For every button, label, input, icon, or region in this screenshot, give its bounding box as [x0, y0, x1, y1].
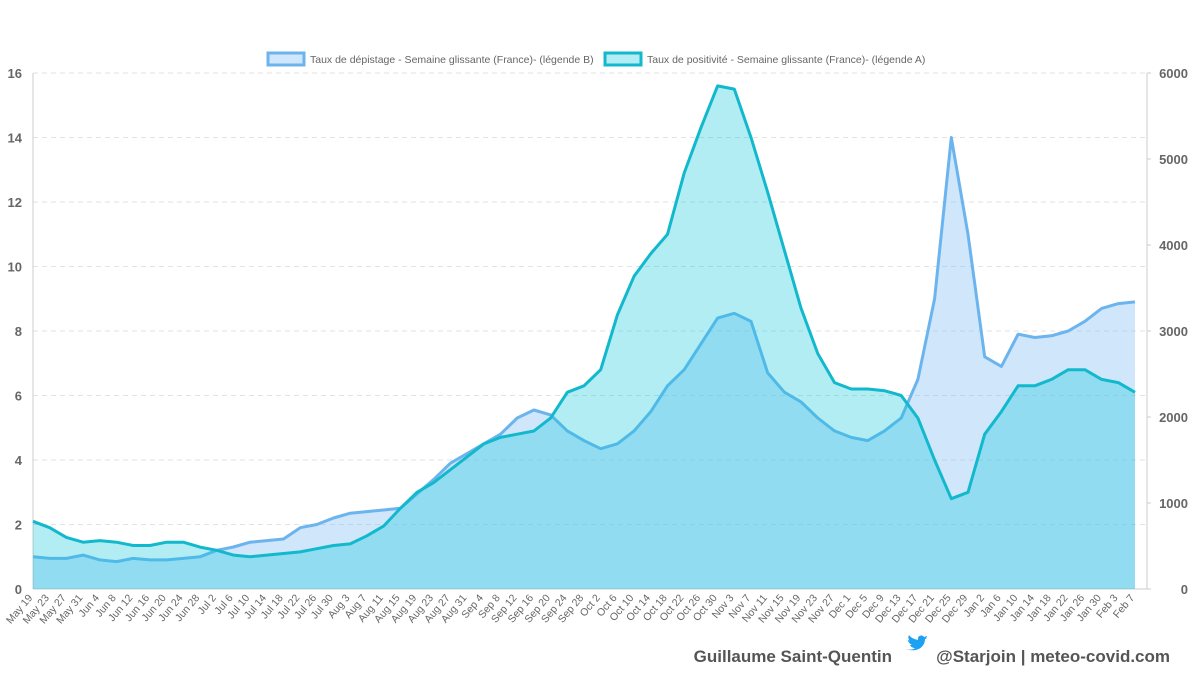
- y-tick-label: 6: [15, 389, 22, 404]
- y2-tick-label: 5000: [1159, 152, 1188, 167]
- y-tick-label: 12: [8, 195, 22, 210]
- y-tick-label: 16: [8, 66, 22, 81]
- y-tick-label: 10: [8, 260, 22, 275]
- y2-tick-label: 6000: [1159, 66, 1188, 81]
- y2-tick-label: 4000: [1159, 238, 1188, 253]
- legend-swatch: [603, 51, 643, 67]
- y2-tick-label: 3000: [1159, 324, 1188, 339]
- twitter-icon: [906, 635, 927, 651]
- series-line: [32, 84, 1136, 559]
- y-tick-label: 4: [15, 453, 23, 468]
- y2-tick-label: 2000: [1159, 410, 1188, 425]
- series-area: [33, 137, 1135, 589]
- y-tick-label: 0: [15, 582, 22, 597]
- series-area: [33, 85, 1135, 590]
- y2-tick-label: 1000: [1159, 496, 1188, 511]
- legend-swatch: [266, 51, 306, 67]
- legend-label: Taux de dépistage - Semaine glissante (F…: [310, 54, 594, 66]
- y-tick-label: 8: [15, 324, 22, 339]
- footer-author: Guillaume Saint-Quentin: [694, 647, 892, 666]
- y-tick-label: 2: [15, 518, 22, 533]
- y-tick-label: 14: [8, 131, 23, 146]
- y2-tick-label: 0: [1181, 582, 1188, 597]
- legend-label: Taux de positivité - Semaine glissante (…: [647, 54, 925, 66]
- footer-handle: @Starjoin | meteo-covid.com: [936, 647, 1170, 666]
